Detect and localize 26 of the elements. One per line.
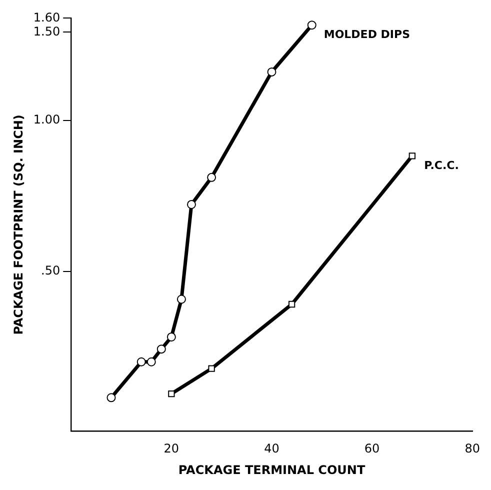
y-tick-label: 1.60 (33, 10, 60, 24)
point (176, 294, 186, 304)
y-tick-label: .50 (41, 264, 60, 278)
y-axis-title: PACKAGE FOOTPRINT (SQ. INCH) (11, 114, 26, 335)
point (208, 365, 215, 372)
x-axis-title: PACKAGE TERMINAL COUNT (178, 462, 366, 477)
point (288, 300, 296, 308)
point (408, 152, 416, 160)
point (156, 344, 166, 354)
point (168, 390, 175, 398)
x-tick-label: 60 (364, 442, 380, 456)
point (106, 393, 116, 402)
point (146, 357, 156, 366)
point (207, 172, 216, 182)
x-tick-label: 40 (264, 442, 280, 456)
y-tick-label: 1.00 (33, 112, 60, 127)
series-label: MOLDED DIPS (324, 28, 410, 41)
series-label: P.C.C. (424, 158, 459, 172)
point (307, 20, 316, 30)
x-tick-label: 80 (464, 442, 480, 456)
point (267, 67, 276, 76)
point (186, 200, 196, 209)
point (166, 332, 176, 342)
x-tick-label: 20 (164, 442, 180, 456)
y-tick-label: 1.50 (33, 24, 60, 38)
point (136, 357, 146, 366)
